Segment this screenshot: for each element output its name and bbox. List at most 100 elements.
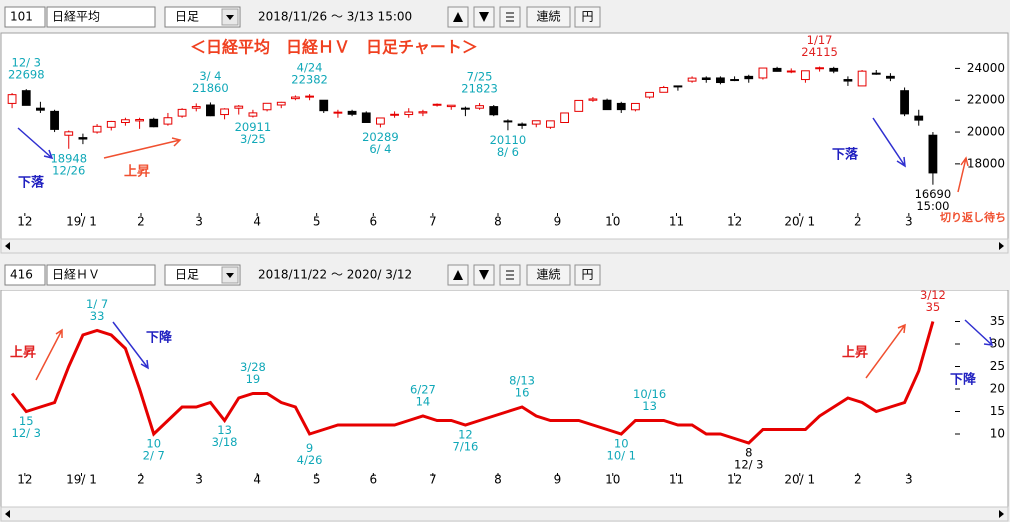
candle-body [432,103,442,106]
annotation: 33 [90,309,105,323]
x-tick-label: 3 [905,473,913,487]
x-tick-label: 20/ 1 [784,473,815,487]
candle-body [262,102,272,111]
candle-body [744,75,754,80]
candle-body [503,120,513,123]
annotation: 3/12 [920,288,946,302]
x-tick-label: 2 [854,473,862,487]
button[interactable] [526,6,571,28]
annotation: 21823 [461,82,498,96]
scroll-left[interactable] [5,242,10,250]
button[interactable] [574,264,601,286]
scrollbar[interactable] [0,238,1009,254]
annotation: 3/25 [240,132,266,146]
candle-body [602,99,612,111]
name-box [46,264,156,286]
scrollbar[interactable] [0,506,1009,522]
candle-body [234,105,244,109]
button[interactable] [574,6,601,28]
period-select[interactable] [164,264,241,286]
candle-body [376,117,385,125]
candle-body [163,117,173,125]
note: 下落 [18,175,45,191]
candle-body [206,104,215,117]
x-tick-label: 5 [313,215,321,229]
annotation: 12/ 3 [12,56,41,70]
annotation: 8 [745,446,752,460]
x-tick-label: 6 [370,473,378,487]
candle-body [333,111,343,114]
x-tick-label: 3 [195,215,203,229]
button[interactable] [526,264,571,286]
note: 切り返し待ち [940,210,1006,224]
x-tick-label: 4 [253,473,261,487]
candle-body [361,112,371,123]
arrow [17,127,54,160]
annotation: 9 [306,441,313,455]
up-icon [453,12,463,22]
period-select[interactable] [164,6,241,28]
x-tick-label: 12 [727,473,742,487]
y-tick-label: 20000 [967,125,1005,139]
candle-body [276,101,286,106]
candle-body [843,79,853,82]
annotation: 10/ 1 [607,449,636,463]
x-tick-label: 8 [494,215,502,229]
x-tick-label: 3 [905,215,913,229]
candle-body [616,102,626,111]
dropdown-arrow [226,273,234,278]
annotation: 15:00 [916,199,949,213]
y-tick-label: 15 [990,404,1005,418]
candle-body [177,108,187,117]
candle-body [871,72,881,75]
candle-body [631,102,640,111]
x-tick-label: 5 [313,473,321,487]
candle-body [50,110,59,130]
annotation: 12/26 [52,163,85,177]
candle-body [7,94,17,104]
hv-line [10,321,935,445]
down-icon [479,270,489,280]
chart-panel [0,289,1009,508]
y-tick-label: 10 [990,427,1005,441]
scroll-right[interactable] [999,242,1004,250]
y-tick-label: 18000 [967,156,1005,170]
annotation: 8/ 6 [497,145,519,159]
candle-body [730,79,739,82]
candle-body [829,67,839,72]
annotation: 4/26 [297,453,323,467]
code: 416 [10,268,33,282]
candle-body [390,113,399,116]
candle-body [772,67,782,72]
y-tick-label: 25 [990,359,1005,373]
annotation: 10/16 [633,387,666,401]
candle-body [900,90,909,115]
annotation: 10 [614,437,629,451]
y-tick-label: 20 [990,382,1005,396]
x-tick-label: 4 [253,215,261,229]
candle-body [886,75,895,79]
annotation: 13 [217,423,232,437]
x-tick-label: 19/ 1 [66,473,97,487]
scroll-left[interactable] [5,510,10,518]
annotation: 13 [642,399,657,413]
candle-body [701,77,711,80]
x-tick-label: 6 [370,215,378,229]
candle-body [574,99,584,112]
candle-body [475,105,484,109]
dropdown-arrow [226,15,234,20]
scroll-track [0,238,1009,254]
candle-body [78,137,88,140]
arrow [865,323,906,379]
button-label: 連続 [536,268,560,282]
x-tick-label: 12 [727,215,742,229]
scroll-right[interactable] [999,510,1004,518]
candle-body [786,70,796,73]
x-tick-label: 2 [137,215,145,229]
candle-body [446,104,456,108]
up-icon [453,270,463,280]
period: 日足 [175,10,199,24]
candle-body [560,112,569,123]
annotation: 15 [19,414,34,428]
